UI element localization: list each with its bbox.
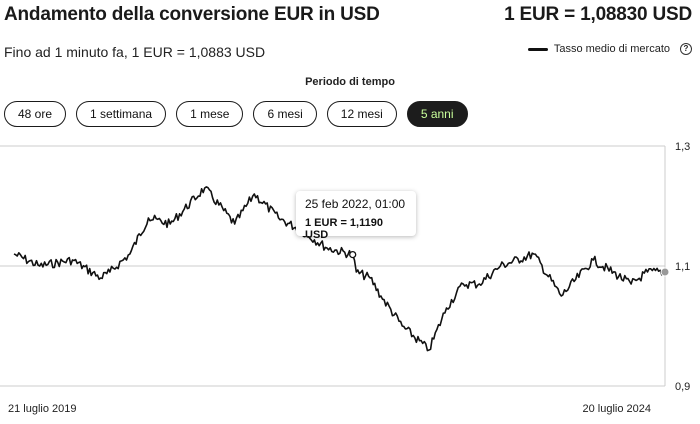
x-tick-label: 20 luglio 2024 <box>582 403 651 415</box>
hover-point <box>349 250 357 259</box>
current-point <box>660 267 670 277</box>
tab-5-anni[interactable]: 5 anni <box>406 101 468 127</box>
chart[interactable]: 0,9 1,1 1,3 21 luglio 2019 20 luglio 2024 25… <box>0 135 700 424</box>
legend-line-swatch <box>527 47 548 51</box>
tab-12-mesi[interactable]: 12 mesi <box>326 101 397 127</box>
y-tick-label: 1,3 <box>675 141 690 153</box>
legend: Tasso medio di mercato ? <box>527 43 692 55</box>
y-tick-label: 0,9 <box>675 381 690 393</box>
rate-line <box>13 186 666 352</box>
period-label: Periodo di tempo <box>305 76 395 88</box>
period-tabs: 48 ore 1 settimana 1 mese 6 mesi 12 mesi… <box>4 101 468 127</box>
page-title: Andamento della conversione EUR in USD <box>4 4 380 25</box>
tooltip-date: 25 feb 2022, 01:00 <box>305 197 406 211</box>
chart-svg[interactable]: 0,9 1,1 1,3 21 luglio 2019 20 luglio 2024 <box>0 135 700 424</box>
tooltip-value: 1 EUR = 1,1190 USD <box>305 217 383 241</box>
legend-label: Tasso medio di mercato <box>553 43 670 55</box>
tab-48-ore[interactable]: 48 ore <box>4 101 67 127</box>
tab-1-settimana[interactable]: 1 settimana <box>76 101 167 127</box>
rate-subtitle: Fino ad 1 minuto fa, 1 EUR = 1,0883 USD <box>4 44 266 60</box>
y-tick-label: 1,1 <box>675 261 690 273</box>
current-rate: 1 EUR = 1,08830 USD <box>504 4 692 25</box>
question-circle-icon[interactable]: ? <box>680 43 692 55</box>
tab-6-mesi[interactable]: 6 mesi <box>253 101 317 127</box>
tab-1-mese[interactable]: 1 mese <box>176 101 244 127</box>
chart-tooltip: 25 feb 2022, 01:00 1 EUR = 1,1190 USD <box>296 191 416 241</box>
x-tick-label: 21 luglio 2019 <box>8 403 77 415</box>
